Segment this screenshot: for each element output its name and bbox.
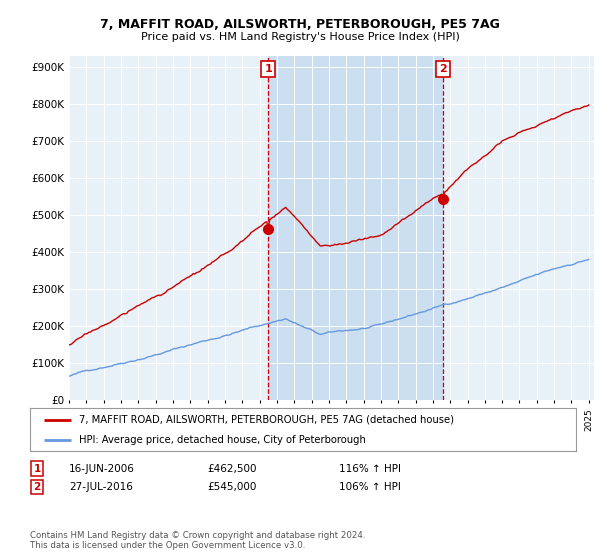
Text: 7, MAFFIT ROAD, AILSWORTH, PETERBOROUGH, PE5 7AG (detached house): 7, MAFFIT ROAD, AILSWORTH, PETERBOROUGH,… [79, 415, 454, 424]
Text: 16-JUN-2006: 16-JUN-2006 [69, 464, 135, 474]
Text: 2: 2 [34, 482, 41, 492]
Text: £545,000: £545,000 [207, 482, 256, 492]
Text: 106% ↑ HPI: 106% ↑ HPI [339, 482, 401, 492]
Text: 116% ↑ HPI: 116% ↑ HPI [339, 464, 401, 474]
Text: 2: 2 [439, 64, 447, 74]
Text: 7, MAFFIT ROAD, AILSWORTH, PETERBOROUGH, PE5 7AG: 7, MAFFIT ROAD, AILSWORTH, PETERBOROUGH,… [100, 18, 500, 31]
Text: Contains HM Land Registry data © Crown copyright and database right 2024.
This d: Contains HM Land Registry data © Crown c… [30, 531, 365, 550]
Text: £462,500: £462,500 [207, 464, 257, 474]
Text: 1: 1 [265, 64, 272, 74]
Text: 27-JUL-2016: 27-JUL-2016 [69, 482, 133, 492]
Text: 1: 1 [34, 464, 41, 474]
Text: Price paid vs. HM Land Registry's House Price Index (HPI): Price paid vs. HM Land Registry's House … [140, 32, 460, 42]
Text: HPI: Average price, detached house, City of Peterborough: HPI: Average price, detached house, City… [79, 435, 366, 445]
Bar [268, 56, 443, 400]
